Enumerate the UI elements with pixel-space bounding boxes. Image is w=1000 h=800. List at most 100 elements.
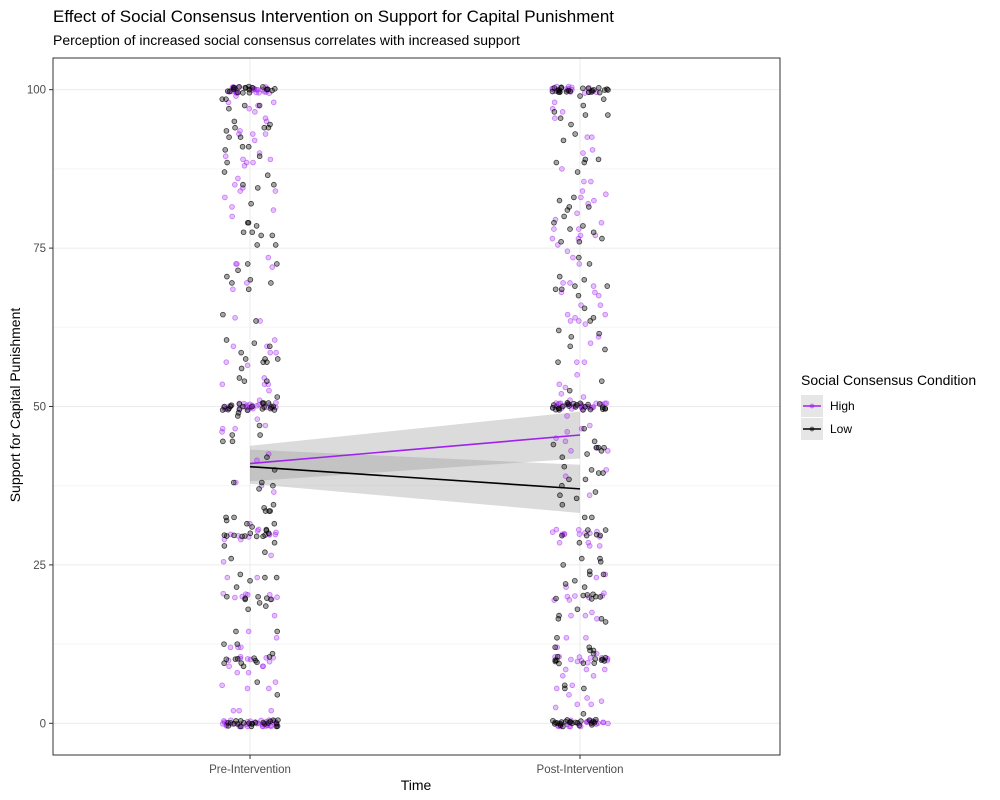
data-point xyxy=(222,153,229,160)
data-point xyxy=(234,641,241,647)
data-point xyxy=(605,112,611,118)
data-point xyxy=(262,603,269,609)
data-point xyxy=(590,229,597,236)
data-point xyxy=(598,615,605,622)
data-point xyxy=(235,175,241,182)
trend-line-high xyxy=(249,434,581,465)
data-point xyxy=(590,283,597,289)
data-point xyxy=(238,365,245,372)
data-point xyxy=(558,391,565,397)
data-point xyxy=(589,134,595,141)
data-point xyxy=(553,685,560,692)
data-point xyxy=(259,479,265,486)
data-point xyxy=(220,311,226,318)
data-point xyxy=(605,720,611,727)
data-point xyxy=(550,441,557,448)
data-point xyxy=(235,89,241,96)
data-point xyxy=(559,166,565,172)
data-point xyxy=(271,181,277,188)
data-point xyxy=(576,539,583,546)
grid-lines xyxy=(53,58,780,755)
data-point xyxy=(269,650,276,657)
data-point xyxy=(580,394,587,400)
x-tick-label: Post-Intervention xyxy=(537,764,624,776)
data-point xyxy=(556,273,563,280)
data-point xyxy=(556,612,562,619)
data-point xyxy=(259,406,266,412)
data-point xyxy=(249,229,256,236)
chart-title: Effect of Social Consensus Intervention … xyxy=(53,7,615,26)
data-point xyxy=(223,514,229,521)
data-point xyxy=(229,213,235,220)
data-point xyxy=(261,505,267,511)
data-point xyxy=(265,124,272,131)
data-point xyxy=(556,407,562,413)
data-point xyxy=(571,194,577,201)
data-point xyxy=(260,400,267,406)
data-point xyxy=(229,280,235,286)
data-point xyxy=(566,476,572,483)
data-point xyxy=(236,84,243,90)
data-point xyxy=(252,657,259,664)
data-point xyxy=(585,527,591,533)
data-point xyxy=(245,606,251,613)
data-point xyxy=(222,194,228,201)
data-point xyxy=(268,707,275,714)
data-point xyxy=(552,216,559,223)
data-point xyxy=(253,533,260,540)
data-point xyxy=(272,188,279,194)
data-point xyxy=(599,235,605,242)
data-point xyxy=(590,314,597,321)
data-point xyxy=(555,327,562,334)
data-point xyxy=(593,444,600,451)
data-point xyxy=(233,261,239,267)
data-point xyxy=(566,204,573,210)
data-point xyxy=(230,343,237,350)
data-point xyxy=(601,666,608,673)
data-point xyxy=(248,200,254,207)
data-point xyxy=(231,514,237,521)
data-point xyxy=(272,86,278,92)
data-point xyxy=(552,658,559,665)
data-point xyxy=(256,102,263,109)
y-tick-label: 0 xyxy=(40,718,46,730)
data-point xyxy=(577,93,583,99)
data-point xyxy=(552,704,559,711)
data-point xyxy=(587,655,594,661)
data-point xyxy=(565,401,572,407)
data-point xyxy=(574,658,581,665)
data-point xyxy=(262,549,268,556)
data-point xyxy=(254,574,261,581)
data-point xyxy=(234,413,241,419)
y-tick-label: 75 xyxy=(33,243,46,255)
data-point xyxy=(235,267,241,274)
data-point xyxy=(591,197,597,204)
data-point xyxy=(581,359,588,365)
data-point xyxy=(567,226,573,232)
data-point xyxy=(564,413,570,419)
data-point xyxy=(577,232,584,239)
data-point xyxy=(557,492,563,499)
data-point xyxy=(236,707,242,714)
chart-subtitle: Perception of increased social consensus… xyxy=(53,32,520,48)
data-point xyxy=(578,302,584,308)
data-point xyxy=(600,571,607,578)
data-point xyxy=(560,280,566,286)
data-point xyxy=(226,134,232,141)
data-point xyxy=(584,592,591,598)
data-point xyxy=(262,356,268,362)
data-point xyxy=(264,172,271,179)
data-point xyxy=(229,432,236,438)
data-point xyxy=(562,581,569,587)
data-point xyxy=(586,543,593,549)
data-point xyxy=(576,318,582,324)
data-point xyxy=(220,590,227,597)
data-point xyxy=(602,619,609,625)
data-point xyxy=(582,476,589,483)
data-point xyxy=(586,492,593,499)
data-point xyxy=(562,384,569,391)
data-point xyxy=(240,403,246,410)
data-point xyxy=(228,555,234,562)
data-point xyxy=(581,276,588,283)
data-point xyxy=(269,232,276,239)
